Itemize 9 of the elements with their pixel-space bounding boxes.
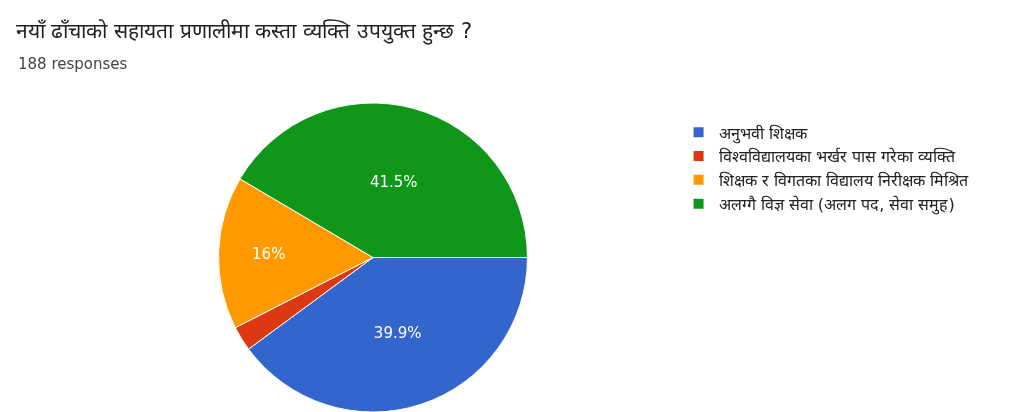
legend-label: शिक्षक र विगतका विद्यालय निरीक्षक मिश्रित	[718, 171, 970, 191]
data-label: 39.9%	[373, 323, 422, 342]
data-label: 41.5%	[369, 172, 418, 191]
legend-label: अनुभवी शिक्षक	[718, 123, 808, 144]
text: 188 responses	[18, 55, 128, 73]
legend-label: अलग्गै विज्ञ सेवा (अलग पद, सेवा समुह)	[718, 194, 955, 215]
data-label: 16%	[252, 245, 286, 264]
chart-title: नयाँ ढाँचाको सहायता प्रणालीमा कस्ता व्यक्ति उपयुक्त हुन्छ ?	[15, 19, 473, 46]
legend-label: विश्वविद्यालयका भर्खर पास गरेका व्यक्ति	[718, 147, 956, 167]
